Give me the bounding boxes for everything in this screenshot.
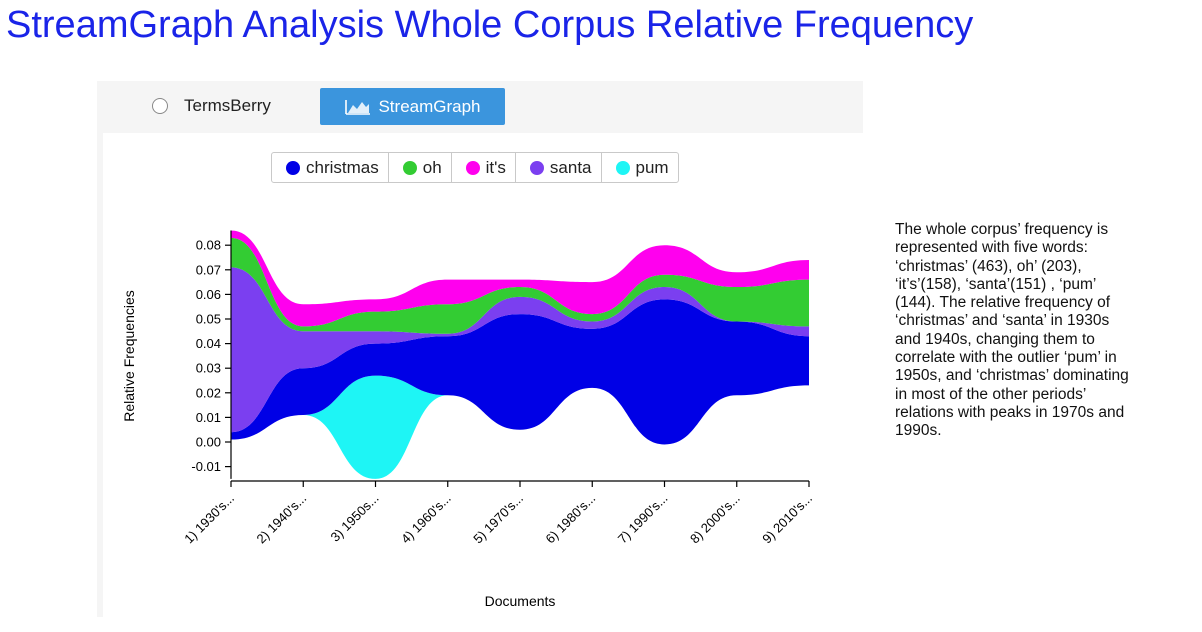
legend-label: santa bbox=[549, 157, 592, 177]
radio-circle-icon[interactable] bbox=[152, 98, 168, 114]
legend-item-2[interactable]: it's bbox=[452, 153, 516, 182]
legend-swatch-icon bbox=[402, 160, 417, 175]
legend-swatch-icon bbox=[529, 160, 544, 175]
legend-item-0[interactable]: christmas bbox=[272, 153, 389, 182]
streamgraph-button[interactable]: StreamGraph bbox=[320, 88, 505, 125]
y-tick-label: 0.04 bbox=[196, 336, 221, 351]
stream-layer-oh bbox=[231, 237, 809, 334]
legend-swatch-icon bbox=[465, 160, 480, 175]
y-tick-label: 0.05 bbox=[196, 312, 221, 327]
area-chart-icon bbox=[345, 99, 371, 115]
streamgraph-button-label: StreamGraph bbox=[378, 96, 481, 116]
x-tick-label: 2) 1940's... bbox=[254, 491, 310, 547]
legend-label: christmas bbox=[306, 157, 379, 177]
stream-layer-its bbox=[231, 230, 809, 327]
legend-label: it's bbox=[485, 157, 506, 177]
x-axis-title: Documents bbox=[485, 593, 556, 609]
x-tick-label: 5) 1970's... bbox=[470, 491, 526, 547]
streamgraph-chart: 0.08 0.07 0.06 0.05 0.04 0.03 0.02 0.01 0.00 -0.0… bbox=[121, 230, 815, 609]
termsberry-label: TermsBerry bbox=[184, 96, 271, 115]
view-toolbar: TermsBerry StreamGraph bbox=[97, 81, 863, 133]
y-tick-label: 0.01 bbox=[196, 410, 221, 425]
legend-item-1[interactable]: oh bbox=[389, 153, 452, 182]
x-tick-label: 4) 1960's... bbox=[398, 491, 454, 547]
x-tick-label: 1) 1930's... bbox=[181, 491, 237, 547]
y-axis-title: Relative Frequencies bbox=[121, 290, 137, 422]
chart-legend: christmas oh it's santa pum bbox=[271, 152, 679, 183]
y-tick-label: 0.08 bbox=[196, 238, 221, 253]
panel-left-rule bbox=[97, 133, 103, 617]
y-tick-label: 0.06 bbox=[196, 287, 221, 302]
stream-layer-christmas bbox=[231, 299, 809, 445]
stream-layer-santa bbox=[231, 267, 809, 433]
y-tick-label: 0.00 bbox=[196, 435, 221, 450]
x-tick-label: 7) 1990's... bbox=[615, 491, 671, 547]
termsberry-radio[interactable]: TermsBerry bbox=[152, 95, 271, 117]
y-tick-label: -0.01 bbox=[191, 459, 221, 474]
y-tick-label: 0.03 bbox=[196, 361, 221, 376]
x-tick-label: 9) 2010's... bbox=[759, 491, 815, 547]
x-tick-label: 8) 2000's... bbox=[687, 491, 743, 547]
y-tick-label: 0.02 bbox=[196, 385, 221, 400]
x-tick-label: 6) 1980's... bbox=[543, 491, 599, 547]
description-text: The whole corpus’ frequency is represent… bbox=[895, 221, 1129, 440]
chart-panel: TermsBerry StreamGraph christmas oh it's sa… bbox=[97, 81, 863, 617]
legend-label: pum bbox=[635, 157, 669, 177]
legend-label: oh bbox=[422, 157, 442, 177]
stream-layer-pum bbox=[231, 375, 809, 479]
y-tick-label: 0.07 bbox=[196, 262, 221, 277]
legend-swatch-icon bbox=[615, 160, 630, 175]
legend-item-4[interactable]: pum bbox=[602, 153, 678, 182]
page-title: StreamGraph Analysis Whole Corpus Relati… bbox=[6, 4, 974, 46]
legend-item-3[interactable]: santa bbox=[516, 153, 602, 182]
x-tick-label: 3) 1950s... bbox=[328, 491, 382, 545]
legend-swatch-icon bbox=[286, 160, 300, 175]
